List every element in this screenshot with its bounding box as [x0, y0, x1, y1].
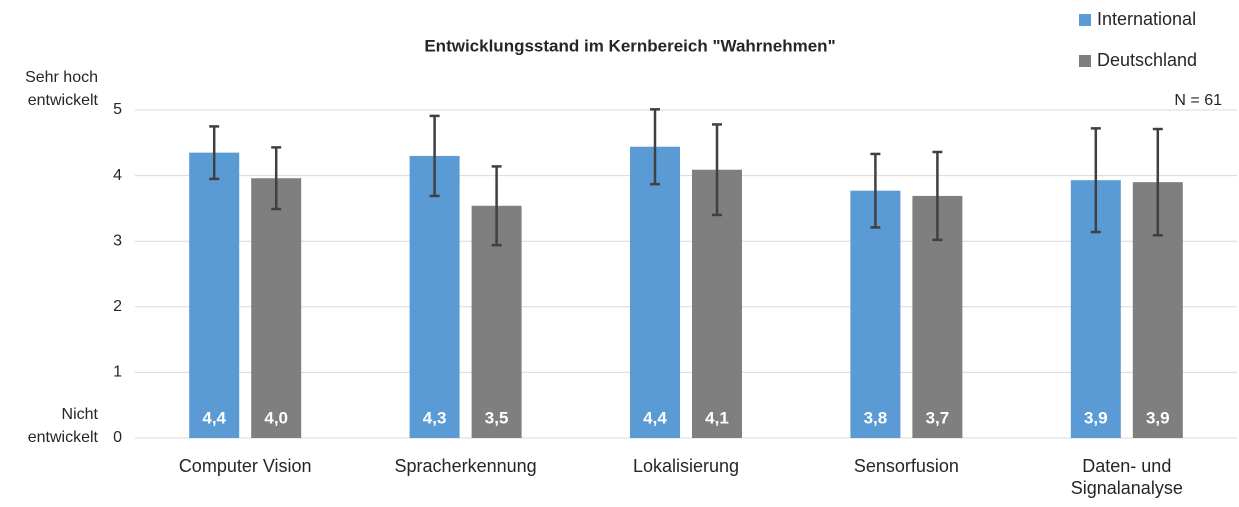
- y-tick-label: 3: [113, 232, 122, 249]
- value-label: 4,3: [423, 408, 447, 427]
- legend-label: International: [1097, 9, 1196, 29]
- value-label: 4,0: [264, 408, 288, 427]
- value-label: 3,7: [926, 408, 950, 427]
- value-label: 3,5: [485, 408, 509, 427]
- bar: [850, 190, 901, 438]
- bar: [409, 155, 460, 439]
- bar: [251, 178, 302, 438]
- value-label: 4,4: [643, 408, 667, 427]
- x-tick-label: Lokalisierung: [632, 456, 740, 476]
- legend-swatch: [1079, 55, 1091, 67]
- annotation: Nicht entwickelt: [27, 406, 98, 446]
- legend-label: Deutschland: [1097, 50, 1197, 70]
- y-tick-label: 5: [113, 101, 122, 118]
- y-tick-label: 4: [113, 167, 122, 184]
- x-tick-label: Daten- und Signalanalyse: [1070, 456, 1183, 498]
- y-tick-label: 0: [113, 429, 122, 446]
- legend-swatch: [1079, 14, 1091, 26]
- x-tick-label: Sensorfusion: [853, 456, 959, 476]
- value-label: 3,9: [1146, 408, 1170, 427]
- bar: [189, 152, 240, 438]
- y-tick-label: 1: [113, 364, 122, 381]
- annotation: Sehr hoch entwickelt: [25, 69, 98, 109]
- x-tick-label: Spracherkennung: [394, 456, 537, 476]
- x-tick-label: Computer Vision: [178, 456, 312, 476]
- chart-title: Entwicklungsstand im Kernbereich "Wahrne…: [424, 36, 835, 55]
- value-label: 4,4: [202, 408, 226, 427]
- annotation: N = 61: [1174, 92, 1222, 109]
- bar: [630, 146, 680, 438]
- value-label: 4,1: [705, 408, 729, 427]
- value-label: 3,8: [864, 408, 888, 427]
- y-tick-label: 2: [113, 298, 122, 315]
- value-label: 3,9: [1084, 408, 1108, 427]
